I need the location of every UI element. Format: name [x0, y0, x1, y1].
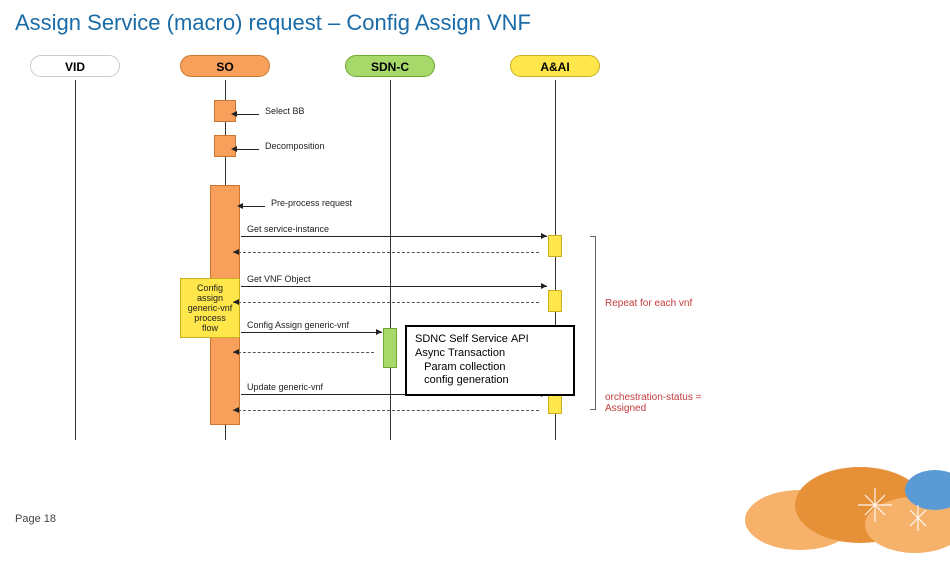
msg-label: Config Assign generic-vnf — [247, 320, 349, 330]
msg-label: Pre-process request — [271, 198, 352, 208]
activation-aai-4 — [548, 235, 562, 257]
activation-aai-5 — [548, 290, 562, 312]
loop-brace — [590, 236, 596, 410]
lane-header-aai: A&AI — [510, 55, 600, 77]
msg-label: Decomposition — [265, 141, 325, 151]
status-note: orchestration-status =Assigned — [605, 392, 701, 414]
lane-header-vid: VID — [30, 55, 120, 77]
page-title: Assign Service (macro) request – Config … — [0, 0, 950, 36]
msg-label: Update generic-vnf — [247, 382, 323, 392]
lifeline-vid — [75, 80, 76, 440]
config-assign-flow-label: Configassigngeneric-vnfprocess flow — [180, 278, 240, 338]
page-number: Page 18 — [15, 513, 56, 525]
loop-note: Repeat for each vnf — [605, 298, 692, 309]
msg-label: Get VNF Object — [247, 274, 311, 284]
msg-label: Get service-instance — [247, 224, 329, 234]
decorative-cloud — [710, 410, 950, 560]
lifeline-sdnc — [390, 80, 391, 440]
lane-header-sdnc: SDN-C — [345, 55, 435, 77]
sdnc-self-service-box: SDNC Self Service APIAsync Transaction P… — [405, 325, 575, 396]
lane-header-so: SO — [180, 55, 270, 77]
activation-sdnc-3 — [383, 328, 397, 368]
msg-label: Select BB — [265, 106, 305, 116]
